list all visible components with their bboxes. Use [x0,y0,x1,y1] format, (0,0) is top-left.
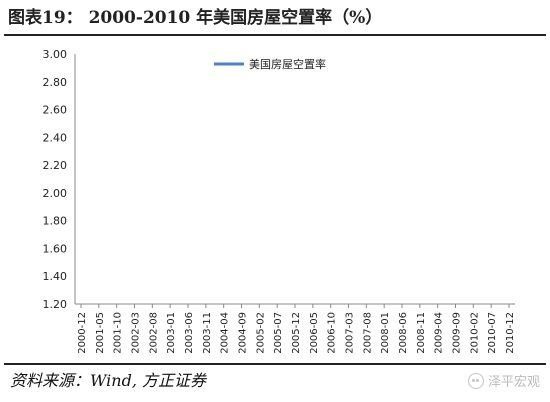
title-rule [4,34,546,36]
y-tick-label: 3.00 [43,48,68,61]
y-tick-label: 1.80 [43,215,68,228]
x-tick-label: 2008-01 [380,312,391,354]
x-tick-label: 2002-03 [131,312,142,354]
watermark-text: 泽平宏观 [487,375,540,390]
x-tick-label: 2004-09 [238,312,249,354]
x-tick-label: 2003-06 [184,312,195,354]
x-tick-label: 2005-02 [255,312,266,354]
x-tick-label: 2008-11 [416,312,427,354]
x-tick-label: 2004-04 [220,312,231,354]
line-chart: 1.20 1.40 1.60 1.80 2.00 2.20 2.40 2.60 2.80 3.00… [43,48,517,354]
y-tick-label: 2.20 [43,159,68,172]
y-tick-label: 2.40 [43,131,68,144]
x-tick-label: 2000-12 [77,312,88,354]
axes [74,54,515,305]
y-tick-label: 1.60 [43,242,68,255]
y-tick-label: 2.00 [43,187,68,200]
y-tick-label: 1.20 [43,298,68,311]
figure-title: 图表19： 2000-2010 年美国房屋空置率（%） [8,8,383,28]
x-tick-label: 2010-07 [487,312,498,354]
y-tick-label: 2.60 [43,104,68,117]
y-tick-label: 1.40 [43,270,68,283]
y-tick-label: 2.80 [43,76,68,89]
x-tick-label: 2006-10 [327,312,338,354]
x-tick-label: 2007-03 [345,312,356,354]
source-rule [4,363,546,365]
x-tick-label: 2001-05 [95,312,106,354]
y-tick-labels: 1.20 1.40 1.60 1.80 2.00 2.20 2.40 2.60 2.80 3.00 [43,48,68,311]
x-tick-label: 2005-07 [273,312,284,354]
wechat-icon [467,373,484,389]
x-tick-label: 2006-05 [309,312,320,354]
x-tick-label: 2003-11 [202,312,213,354]
legend: 美国房屋空置率 [214,57,326,71]
x-tick-label: 2003-01 [166,312,177,354]
source-note: 资料来源：Wind, 方正证券 [10,371,207,390]
x-tick-label: 2005-12 [291,312,302,354]
x-tick-label: 2001-10 [113,312,124,354]
x-tick-label: 2010-02 [469,312,480,354]
legend-label: 美国房屋空置率 [249,57,326,71]
watermark: 泽平宏观 [467,372,540,394]
chart-area: 1.20 1.40 1.60 1.80 2.00 2.20 2.40 2.60 2.80 3.00… [4,36,546,362]
x-tick-label: 2009-09 [452,312,463,354]
x-tick-label: 2010-12 [505,312,516,354]
x-tick-labels: 2000-12 2001-05 2001-10 2002-03 2002-08 2003-… [77,304,516,354]
x-tick-label: 2009-04 [434,312,445,354]
x-tick-label: 2008-06 [398,312,409,354]
x-tick-label: 2002-08 [148,312,159,354]
x-tick-label: 2007-08 [362,312,373,354]
